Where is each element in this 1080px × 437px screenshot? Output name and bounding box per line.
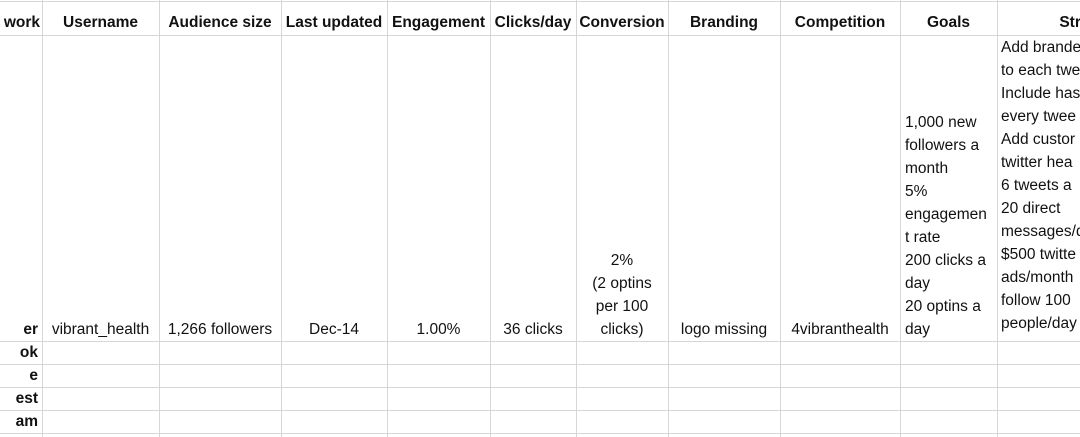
grid-line	[159, 0, 160, 437]
grid-line	[0, 341, 1080, 342]
header-username[interactable]: Username	[63, 14, 138, 31]
grid-line	[668, 0, 669, 437]
cell-network-row5[interactable]: am	[15, 413, 38, 430]
cell-network-row2[interactable]: ok	[19, 344, 38, 361]
cell-last-updated[interactable]: Dec-14	[309, 321, 359, 338]
cell-clicks-day[interactable]: 36 clicks	[503, 321, 563, 338]
cell-audience-size[interactable]: 1,266 followers	[167, 321, 273, 338]
grid-line	[490, 0, 491, 437]
header-audience-size[interactable]: Audience size	[168, 14, 272, 31]
header-last-updated[interactable]: Last updated	[285, 14, 383, 31]
header-branding[interactable]: Branding	[689, 14, 759, 31]
cell-conversion[interactable]: 2% (2 optins per 100 clicks)	[592, 252, 652, 338]
grid-line	[0, 387, 1080, 388]
grid-line	[0, 1, 1080, 2]
cell-competition[interactable]: 4vibranthealth	[791, 321, 889, 338]
cell-network-row3[interactable]: e	[29, 367, 38, 384]
header-competition[interactable]: Competition	[794, 14, 886, 31]
grid-line	[0, 410, 1080, 411]
header-goals[interactable]: Goals	[926, 14, 971, 31]
cell-branding[interactable]: logo missing	[680, 321, 768, 338]
grid-line	[0, 35, 1080, 36]
header-strategy[interactable]: Strat	[1059, 14, 1080, 31]
grid-line	[42, 0, 43, 437]
grid-line	[900, 0, 901, 437]
header-engagement[interactable]: Engagement	[391, 14, 485, 31]
grid-line	[997, 0, 998, 437]
grid-line	[780, 0, 781, 437]
header-conversion[interactable]: Conversion	[579, 14, 665, 31]
header-clicks-day[interactable]: Clicks/day	[494, 14, 572, 31]
cell-engagement[interactable]: 1.00%	[416, 321, 461, 338]
grid-line	[0, 364, 1080, 365]
header-network[interactable]: work	[3, 14, 40, 31]
grid-line	[0, 433, 1080, 434]
cell-network-row4[interactable]: est	[15, 390, 38, 407]
grid-line	[281, 0, 282, 437]
cell-strategy[interactable]: Add brande to each twe Include has every…	[1001, 39, 1080, 332]
cell-goals[interactable]: 1,000 new followers a month 5% engagemen…	[905, 114, 987, 338]
cell-username[interactable]: vibrant_health	[51, 321, 150, 338]
grid-line	[576, 0, 577, 437]
cell-network[interactable]: er	[23, 321, 38, 338]
grid-line	[387, 0, 388, 437]
